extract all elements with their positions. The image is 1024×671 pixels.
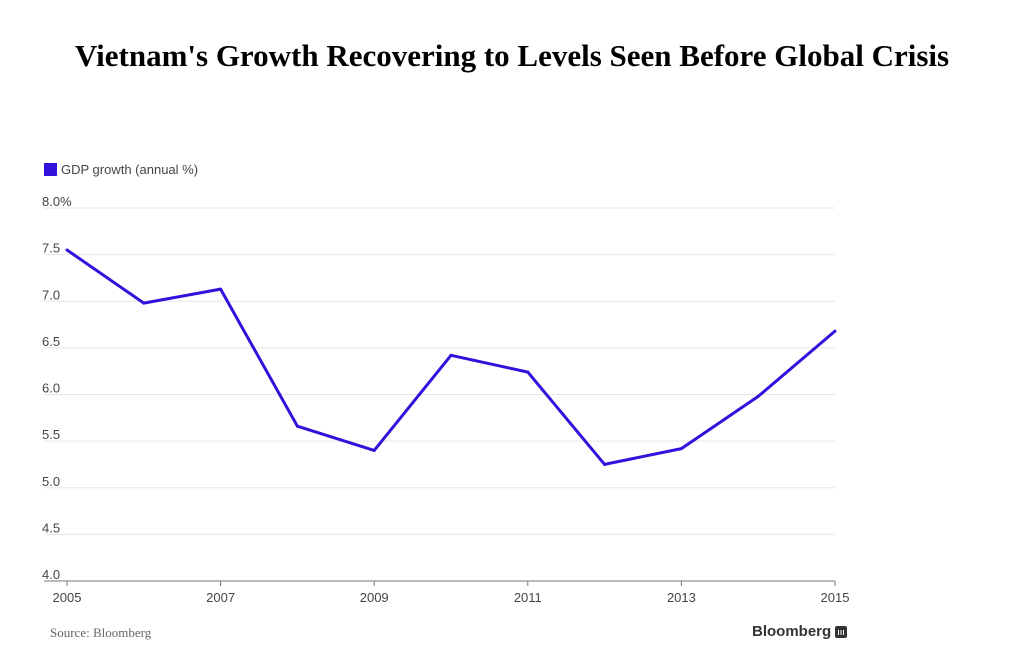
brand-name: Bloomberg [752,623,832,640]
x-tick-label: 2005 [53,590,82,605]
data-point [219,287,223,291]
y-tick-label: 7.0 [42,287,60,302]
y-tick-label: 5.0 [42,474,60,489]
brand-logo: Bloomberg [752,623,848,640]
x-tick-label: 2007 [206,590,235,605]
legend-swatch [44,163,57,176]
legend: GDP growth (annual %) [44,162,198,177]
x-axis-ticks: 2005 2007 2009 2011 2013 2015 [53,581,850,605]
data-point [679,447,683,451]
data-point [372,448,376,452]
source-note: Source: Bloomberg [50,625,152,640]
y-axis-ticks: 4.0 4.5 5.0 5.5 6.0 6.5 7.0 7.5 8.0% [42,194,72,582]
y-tick-label: 5.5 [42,427,60,442]
data-point [833,329,837,333]
data-point [295,424,299,428]
gridlines [44,207,835,535]
x-tick-label: 2009 [360,590,389,605]
x-tick-label: 2011 [514,590,542,605]
data-point [526,370,530,374]
data-point [756,394,760,398]
bar-chart-icon [835,625,848,638]
x-tick-label: 2013 [667,590,696,605]
y-tick-label: 8.0% [42,194,72,209]
y-tick-label: 4.5 [42,520,60,535]
data-point [142,301,146,305]
y-tick-label: 6.5 [42,334,60,349]
y-tick-label: 7.5 [42,241,60,256]
y-tick-label: 4.0 [42,567,60,582]
x-tick-label: 2015 [821,590,850,605]
legend-label: GDP growth (annual %) [61,162,199,177]
data-point [65,248,69,252]
data-point [603,462,607,466]
chart-title: Vietnam's Growth Recovering to Levels Se… [74,38,950,73]
data-point [449,353,453,357]
y-tick-label: 6.0 [42,381,60,396]
series-line [66,248,836,466]
series-group [65,248,837,466]
